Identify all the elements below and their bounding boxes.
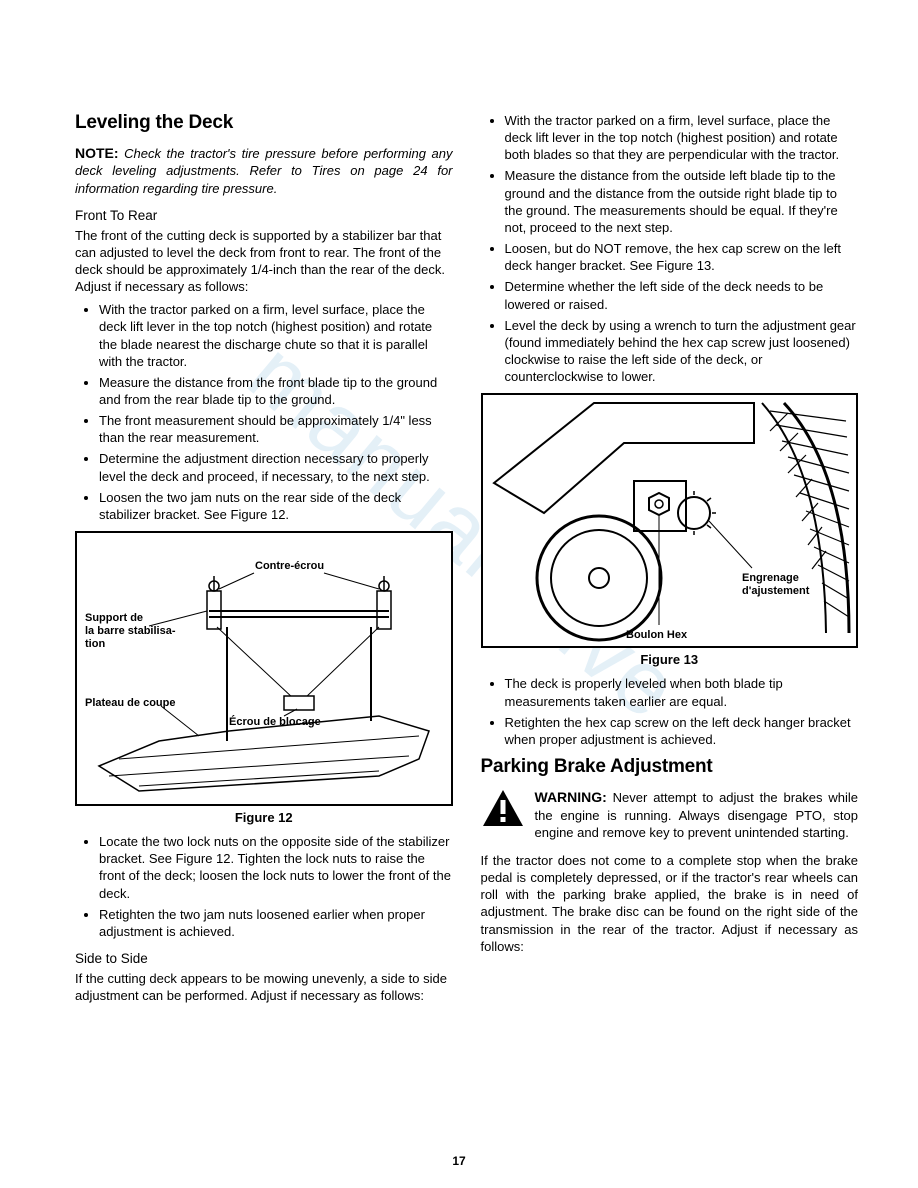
label-plateau: Plateau de coupe: [85, 697, 175, 709]
list-item: With the tractor parked on a firm, level…: [99, 301, 453, 370]
list-item: Determine the adjustment direction neces…: [99, 450, 453, 484]
warning-icon: [481, 788, 525, 828]
subhead-side-to-side: Side to Side: [75, 950, 453, 968]
label-engrenage-l2: d'ajustement: [742, 585, 810, 597]
figure-12-svg: Contre-écrou Support de la barre stabili…: [79, 531, 449, 806]
list-item: Retighten the two jam nuts loosened earl…: [99, 906, 453, 940]
list-item: Retighten the hex cap screw on the left …: [505, 714, 859, 748]
heading-leveling: Leveling the Deck: [75, 112, 453, 134]
label-engrenage-l1: Engrenage: [742, 572, 799, 584]
label-ecrou: Écrou de blocage: [229, 715, 321, 728]
page: manualshive Leveling the Deck NOTE: Chec…: [0, 0, 918, 1188]
right-bullets-1: With the tractor parked on a firm, level…: [481, 112, 859, 385]
content: Leveling the Deck NOTE: Check the tracto…: [75, 112, 858, 1010]
warning-label: WARNING:: [535, 789, 607, 805]
label-support-l1: Support de: [85, 612, 143, 624]
label-contre-ecrou: Contre-écrou: [255, 560, 324, 572]
left-column: Leveling the Deck NOTE: Check the tracto…: [75, 112, 453, 1010]
list-item: The deck is properly leveled when both b…: [505, 675, 859, 709]
after-fig12-bullets: Locate the two lock nuts on the opposite…: [75, 833, 453, 940]
list-item: Loosen, but do NOT remove, the hex cap s…: [505, 240, 859, 274]
side-to-side-intro: If the cutting deck appears to be mowing…: [75, 970, 453, 1004]
list-item: Determine whether the left side of the d…: [505, 278, 859, 312]
label-support-l2: la barre stabilisa-: [85, 625, 176, 637]
note-paragraph: NOTE: Check the tractor's tire pressure …: [75, 144, 453, 197]
figure-13-caption: Figure 13: [481, 652, 859, 667]
two-column-layout: Leveling the Deck NOTE: Check the tracto…: [75, 112, 858, 1010]
label-support-l3: tion: [85, 638, 105, 650]
figure-12-box: Contre-écrou Support de la barre stabili…: [75, 531, 453, 806]
right-bullets-2: The deck is properly leveled when both b…: [481, 675, 859, 748]
list-item: Loosen the two jam nuts on the rear side…: [99, 489, 453, 523]
list-item: Measure the distance from the outside le…: [505, 167, 859, 236]
subhead-front-to-rear: Front To Rear: [75, 207, 453, 225]
list-item: With the tractor parked on a firm, level…: [505, 112, 859, 163]
brake-paragraph: If the tractor does not come to a comple…: [481, 852, 859, 955]
front-rear-intro: The front of the cutting deck is support…: [75, 227, 453, 296]
list-item: Measure the distance from the front blad…: [99, 374, 453, 408]
front-rear-bullets: With the tractor parked on a firm, level…: [75, 301, 453, 523]
heading-parking-brake: Parking Brake Adjustment: [481, 756, 859, 778]
right-column: With the tractor parked on a firm, level…: [481, 112, 859, 1010]
list-item: Locate the two lock nuts on the opposite…: [99, 833, 453, 902]
page-number: 17: [0, 1154, 918, 1168]
figure-12-caption: Figure 12: [75, 810, 453, 825]
list-item: The front measurement should be approxim…: [99, 412, 453, 446]
label-boulon: Boulon Hex: [626, 629, 688, 641]
note-body: Check the tractor's tire pressure before…: [75, 146, 453, 196]
warning-block: WARNING: Never attempt to adjust the bra…: [481, 788, 859, 842]
warning-text-block: WARNING: Never attempt to adjust the bra…: [535, 788, 859, 842]
list-item: Level the deck by using a wrench to turn…: [505, 317, 859, 386]
figure-13-svg: Engrenage d'ajustement Boulon Hex: [484, 393, 854, 648]
note-label: NOTE:: [75, 145, 119, 161]
figure-13-box: Engrenage d'ajustement Boulon Hex: [481, 393, 859, 648]
